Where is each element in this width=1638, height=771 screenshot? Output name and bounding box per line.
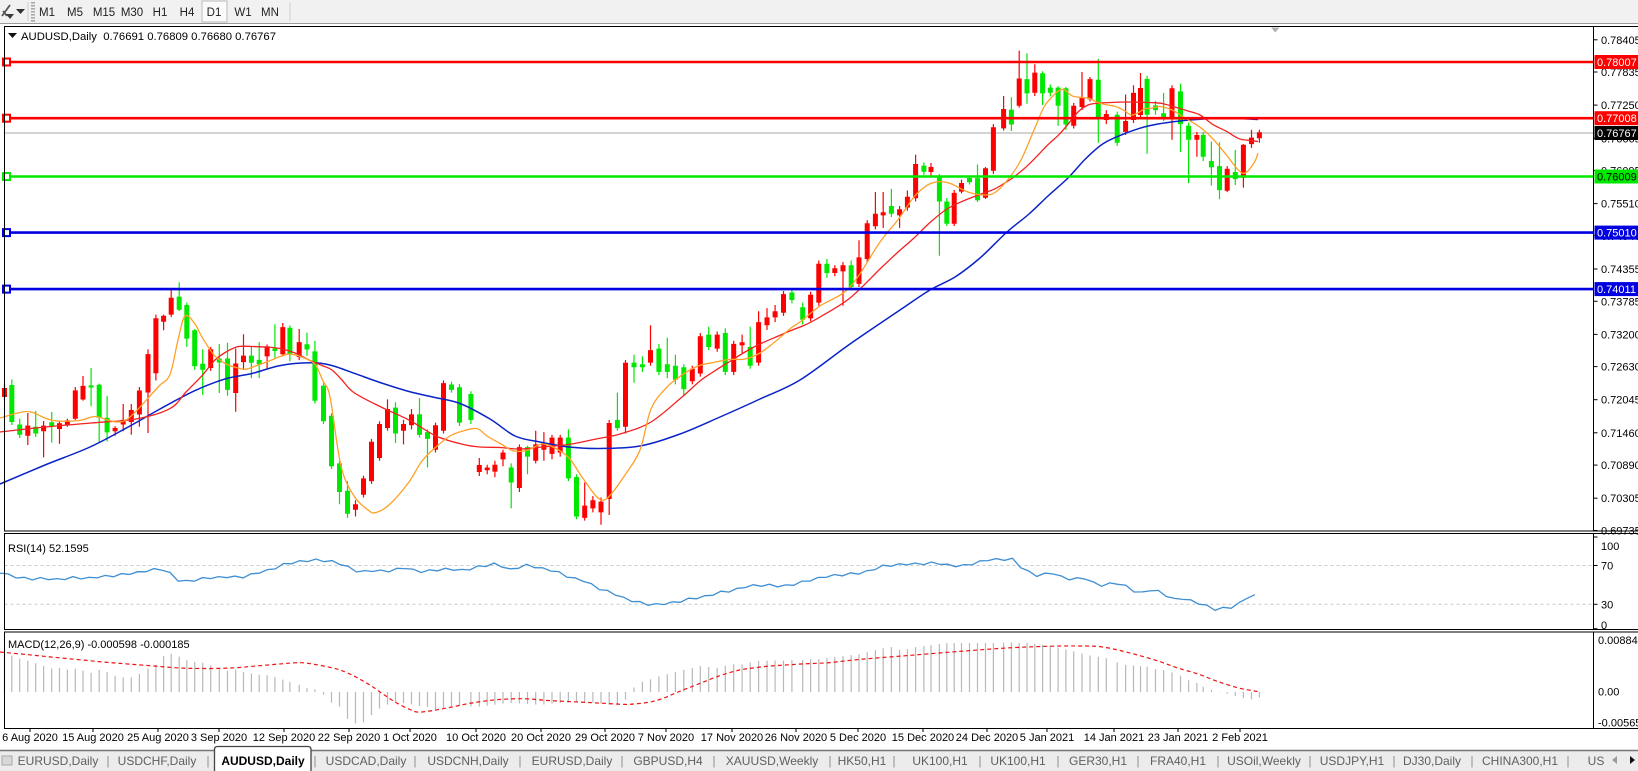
svg-text:5 Dec 2020: 5 Dec 2020 — [830, 732, 886, 744]
svg-text:USOil,Weekly: USOil,Weekly — [1227, 754, 1301, 768]
svg-text:W1: W1 — [234, 7, 251, 19]
svg-text:70: 70 — [1601, 561, 1613, 573]
svg-text:20 Oct 2020: 20 Oct 2020 — [511, 732, 571, 744]
svg-text:0.78405: 0.78405 — [1601, 35, 1638, 47]
svg-text:22 Sep 2020: 22 Sep 2020 — [318, 732, 380, 744]
svg-text:0: 0 — [1601, 620, 1607, 632]
svg-text:29 Oct 2020: 29 Oct 2020 — [575, 732, 635, 744]
svg-text:-0.005651: -0.005651 — [1598, 718, 1638, 730]
svg-text:XAUUSD,Weekly: XAUUSD,Weekly — [726, 754, 818, 768]
svg-text:|: | — [1217, 756, 1220, 768]
svg-text:5 Jan 2021: 5 Jan 2021 — [1020, 732, 1074, 744]
svg-text:3 Sep 2020: 3 Sep 2020 — [191, 732, 247, 744]
svg-text:10 Oct 2020: 10 Oct 2020 — [446, 732, 506, 744]
svg-text:2 Feb 2021: 2 Feb 2021 — [1212, 732, 1268, 744]
svg-text:DJ30,Daily: DJ30,Daily — [1403, 754, 1461, 768]
svg-text:30: 30 — [1601, 599, 1613, 611]
svg-text:US: US — [1588, 754, 1605, 768]
svg-text:|: | — [713, 756, 716, 768]
svg-text:|: | — [1057, 756, 1060, 768]
svg-text:|: | — [1471, 756, 1474, 768]
svg-text:|: | — [829, 756, 832, 768]
svg-text:17 Nov 2020: 17 Nov 2020 — [701, 732, 763, 744]
svg-text:0.72045: 0.72045 — [1601, 395, 1638, 407]
svg-text:AUDUSD,Daily: AUDUSD,Daily — [221, 754, 305, 768]
svg-text:15 Aug 2020: 15 Aug 2020 — [62, 732, 124, 744]
svg-text:0.00: 0.00 — [1598, 687, 1619, 699]
svg-text:USDCAD,Daily: USDCAD,Daily — [326, 754, 407, 768]
svg-text:UK100,H1: UK100,H1 — [990, 754, 1046, 768]
svg-text:23 Jan 2021: 23 Jan 2021 — [1148, 732, 1209, 744]
svg-text:25 Aug 2020: 25 Aug 2020 — [127, 732, 189, 744]
svg-text:H1: H1 — [153, 7, 168, 19]
svg-text:0.69735: 0.69735 — [1601, 526, 1638, 538]
svg-text:MN: MN — [261, 7, 279, 19]
svg-text:CHINA300,H1: CHINA300,H1 — [1482, 754, 1558, 768]
svg-text:0.77835: 0.77835 — [1601, 67, 1638, 79]
svg-text:USDJPY,H1: USDJPY,H1 — [1320, 754, 1385, 768]
svg-text:0.75510: 0.75510 — [1601, 199, 1638, 211]
svg-text:|: | — [519, 756, 522, 768]
svg-text:0.78007: 0.78007 — [1597, 57, 1637, 69]
svg-text:UK100,H1: UK100,H1 — [912, 754, 968, 768]
svg-text:USDCHF,Daily: USDCHF,Daily — [118, 754, 197, 768]
svg-text:M30: M30 — [121, 7, 143, 19]
svg-text:GBPUSD,H4: GBPUSD,H4 — [633, 754, 703, 768]
svg-text:|: | — [1393, 756, 1396, 768]
svg-text:0.73785: 0.73785 — [1601, 296, 1638, 308]
svg-text:|: | — [893, 756, 896, 768]
svg-text:15 Dec 2020: 15 Dec 2020 — [892, 732, 954, 744]
svg-text:14 Jan 2021: 14 Jan 2021 — [1084, 732, 1145, 744]
svg-text:|: | — [107, 756, 110, 768]
svg-text:HK50,H1: HK50,H1 — [838, 754, 887, 768]
svg-text:|: | — [979, 756, 982, 768]
svg-text:0.77250: 0.77250 — [1601, 100, 1638, 112]
svg-text:FRA40,H1: FRA40,H1 — [1150, 754, 1206, 768]
svg-text:GER30,H1: GER30,H1 — [1069, 754, 1127, 768]
svg-text:MACD(12,26,9) -0.000598 -0.000: MACD(12,26,9) -0.000598 -0.000185 — [8, 639, 190, 651]
svg-text:|: | — [1137, 756, 1140, 768]
svg-text:D1: D1 — [207, 7, 222, 19]
svg-text:12 Sep 2020: 12 Sep 2020 — [253, 732, 315, 744]
svg-text:0.70890: 0.70890 — [1601, 460, 1638, 472]
svg-text:0.72630: 0.72630 — [1601, 362, 1638, 374]
svg-text:EURUSD,Daily: EURUSD,Daily — [18, 754, 99, 768]
svg-text:0.75010: 0.75010 — [1597, 228, 1637, 240]
svg-text:1 Oct 2020: 1 Oct 2020 — [383, 732, 437, 744]
svg-text:0.76767: 0.76767 — [1597, 128, 1637, 140]
svg-text:0.74011: 0.74011 — [1597, 284, 1636, 296]
svg-text:|: | — [314, 756, 317, 768]
svg-text:M1: M1 — [39, 7, 55, 19]
svg-text:7 Nov 2020: 7 Nov 2020 — [638, 732, 694, 744]
svg-text:|: | — [207, 756, 210, 768]
svg-text:|: | — [1567, 756, 1570, 768]
svg-text:|: | — [414, 756, 417, 768]
svg-text:6 Aug 2020: 6 Aug 2020 — [2, 732, 58, 744]
svg-text:RSI(14) 52.1595: RSI(14) 52.1595 — [8, 543, 89, 555]
svg-text:M5: M5 — [67, 7, 83, 19]
svg-text:0.73200: 0.73200 — [1601, 329, 1638, 341]
svg-text:100: 100 — [1601, 541, 1619, 553]
svg-text:0.77008: 0.77008 — [1597, 113, 1637, 125]
svg-text:|: | — [621, 756, 624, 768]
svg-text:|: | — [1309, 756, 1312, 768]
svg-text:0.74355: 0.74355 — [1601, 264, 1638, 276]
svg-text:USDCNH,Daily: USDCNH,Daily — [427, 754, 508, 768]
svg-text:26 Nov 2020: 26 Nov 2020 — [765, 732, 827, 744]
svg-text:0.70305: 0.70305 — [1601, 493, 1638, 505]
svg-text:M15: M15 — [93, 7, 115, 19]
svg-text:0.00884: 0.00884 — [1598, 635, 1638, 647]
svg-text:H4: H4 — [180, 7, 195, 19]
svg-text:AUDUSD,Daily 0.76691 0.76809: AUDUSD,Daily 0.76691 0.76809 0.76680 0.7… — [21, 31, 276, 43]
svg-text:0.71460: 0.71460 — [1601, 428, 1638, 440]
svg-text:0.76009: 0.76009 — [1597, 172, 1637, 184]
svg-text:EURUSD,Daily: EURUSD,Daily — [532, 754, 613, 768]
svg-text:24 Dec 2020: 24 Dec 2020 — [956, 732, 1018, 744]
